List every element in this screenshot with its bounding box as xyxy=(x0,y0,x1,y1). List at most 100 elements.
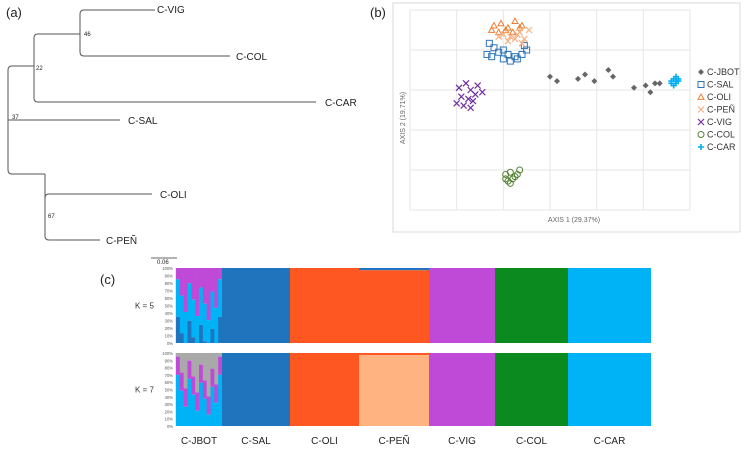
bootstrap-value: 46 xyxy=(84,32,91,38)
scatter-point xyxy=(455,84,463,92)
structure-y-tick: 30% xyxy=(165,402,174,407)
structure-segment xyxy=(183,311,188,343)
scatter-point xyxy=(495,48,503,56)
structure-segment xyxy=(183,268,188,312)
pcoa-x-axis-label: AXIS 1 (29.37%) xyxy=(548,217,600,224)
scatter-point xyxy=(504,177,512,185)
panel-label-b: (b) xyxy=(370,5,386,20)
structure-segment xyxy=(214,268,219,308)
taxon-label: C-VIG xyxy=(157,5,185,16)
legend-marker xyxy=(697,81,705,88)
taxon-label: C-SAL xyxy=(128,116,158,127)
structure-segment xyxy=(210,268,215,292)
structure-segment xyxy=(429,353,495,426)
structure-segment xyxy=(202,341,207,343)
structure-category-label: C-VIG xyxy=(448,436,476,447)
structure-y-tick: 60% xyxy=(165,296,174,301)
bootstrap-value: 22 xyxy=(36,66,43,72)
pcoa-frame xyxy=(392,2,741,233)
structure-segment xyxy=(359,270,429,343)
structure-segment xyxy=(187,378,192,426)
taxon-label: C-PEÑ xyxy=(106,234,137,247)
structure-plot: 100% 90% 80% 70% 60% 50% 40% 30% 20% 10% 0% K = 5 10… xyxy=(135,266,651,447)
scatter-point xyxy=(547,73,553,80)
structure-segment xyxy=(187,268,192,284)
scatter-point xyxy=(515,23,524,31)
phylogenetic-tree xyxy=(7,9,316,259)
scatter-point xyxy=(483,50,491,58)
legend-label: C-COL xyxy=(707,130,735,140)
structure-segment xyxy=(495,268,568,343)
scatter-point xyxy=(502,175,510,183)
structure-segment xyxy=(206,320,211,343)
scatter-point xyxy=(506,33,514,41)
legend-label: C-CAR xyxy=(707,142,736,152)
scatter-point xyxy=(469,97,477,105)
structure-segment xyxy=(206,353,211,397)
structure-segment xyxy=(179,353,184,373)
pcoa-scatter: C-JBOT C-SAL C-OLI C-PEÑ C-VIG C-COL C-CAR AXI… xyxy=(392,2,741,233)
legend-label: C-PEÑ xyxy=(707,105,735,115)
structure-segment xyxy=(187,283,192,321)
scatter-point xyxy=(490,21,498,29)
scatter-point xyxy=(520,42,528,50)
structure-segment xyxy=(210,291,215,330)
bootstrap-value: 37 xyxy=(12,115,19,121)
structure-segment xyxy=(195,410,200,426)
structure-segment xyxy=(191,337,196,343)
scatter-point xyxy=(506,179,514,187)
scatter-point xyxy=(516,166,524,174)
structure-segment xyxy=(195,392,200,411)
scatter-point xyxy=(591,78,598,85)
scatter-point xyxy=(575,75,581,82)
structure-segment xyxy=(176,268,181,280)
scatter-point xyxy=(487,25,496,33)
structure-category-label: C-SAL xyxy=(241,436,271,447)
legend-marker xyxy=(697,92,705,100)
structure-segment xyxy=(210,368,215,387)
structure-y-tick: 20% xyxy=(165,326,174,331)
pcoa-y-axis-label: AXIS 2 (19.71%) xyxy=(400,92,407,144)
structure-segment xyxy=(179,333,184,343)
structure-segment xyxy=(568,353,651,426)
scatter-point xyxy=(647,89,654,96)
structure-segment xyxy=(176,353,181,357)
scatter-point xyxy=(499,55,507,63)
structure-segment xyxy=(199,287,204,325)
structure-segment xyxy=(176,279,181,317)
structure-segment xyxy=(218,353,223,357)
structure-segment xyxy=(191,394,196,426)
structure-y-tick: 40% xyxy=(165,395,174,400)
structure-y-tick: 50% xyxy=(165,388,174,393)
scatter-point xyxy=(554,78,560,85)
structure-segment xyxy=(218,268,223,280)
structure-segment xyxy=(214,402,219,426)
structure-y-tick: 80% xyxy=(165,366,174,371)
structure-segment xyxy=(176,316,181,343)
legend-marker xyxy=(697,131,705,138)
structure-segment xyxy=(214,307,219,343)
scatter-point xyxy=(511,173,519,181)
structure-segment xyxy=(187,353,192,361)
scatter-point xyxy=(504,50,512,58)
structure-segment xyxy=(183,353,188,389)
structure-segment xyxy=(191,376,196,395)
scatter-point xyxy=(497,19,505,27)
structure-segment xyxy=(187,320,192,343)
structure-segment xyxy=(183,388,188,407)
panel-label-a: (a) xyxy=(6,5,22,20)
scatter-point xyxy=(499,46,507,54)
structure-segment xyxy=(176,356,181,375)
structure-category-label: C-PEÑ xyxy=(378,434,409,447)
tree-branch-oli-pen xyxy=(44,174,152,241)
structure-y-tick: 0% xyxy=(167,424,173,429)
scatter-point xyxy=(460,102,468,109)
scatter-point xyxy=(474,82,482,89)
scatter-point xyxy=(462,79,470,87)
structure-y-tick: 100% xyxy=(162,266,173,271)
structure-segment xyxy=(206,396,211,415)
structure-segment xyxy=(495,353,568,426)
structure-y-tick: 50% xyxy=(165,304,174,309)
taxon-label: C-OLI xyxy=(160,190,187,201)
structure-segment xyxy=(429,268,495,343)
